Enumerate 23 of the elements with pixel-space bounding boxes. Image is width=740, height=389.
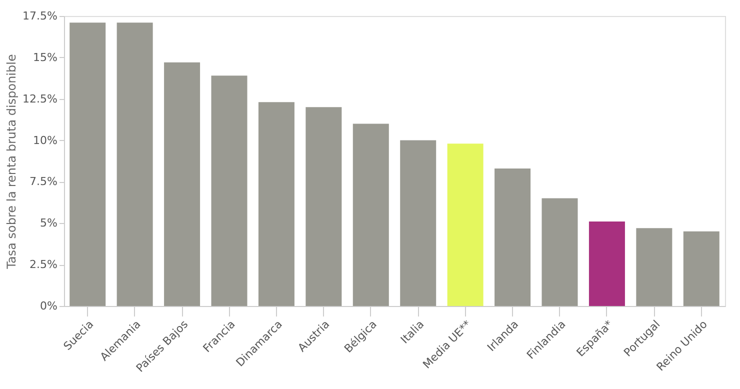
y-tick-label: 5% xyxy=(40,216,58,230)
bar xyxy=(352,124,389,306)
bar xyxy=(588,221,625,306)
y-tick-label: 7.5% xyxy=(30,175,58,188)
bar xyxy=(258,102,294,306)
y-tick-label: 2.5% xyxy=(30,258,58,272)
y-axis-title: Tasa sobre la renta bruta disponible xyxy=(4,54,19,270)
bar xyxy=(400,140,436,306)
bar xyxy=(447,144,484,306)
bar xyxy=(164,62,200,306)
y-tick-label: 15% xyxy=(33,50,58,64)
y-tick-label: 17.5% xyxy=(22,10,58,22)
bar xyxy=(70,22,106,306)
bar xyxy=(683,231,720,306)
y-tick-label: 12.5% xyxy=(22,92,58,106)
bar xyxy=(636,228,672,306)
bar xyxy=(306,107,342,306)
bar xyxy=(116,22,153,306)
bar xyxy=(494,168,531,306)
bar xyxy=(211,76,248,306)
y-tick-label: 10% xyxy=(33,134,58,147)
bar xyxy=(542,198,578,306)
y-tick-label: 0% xyxy=(40,300,58,312)
